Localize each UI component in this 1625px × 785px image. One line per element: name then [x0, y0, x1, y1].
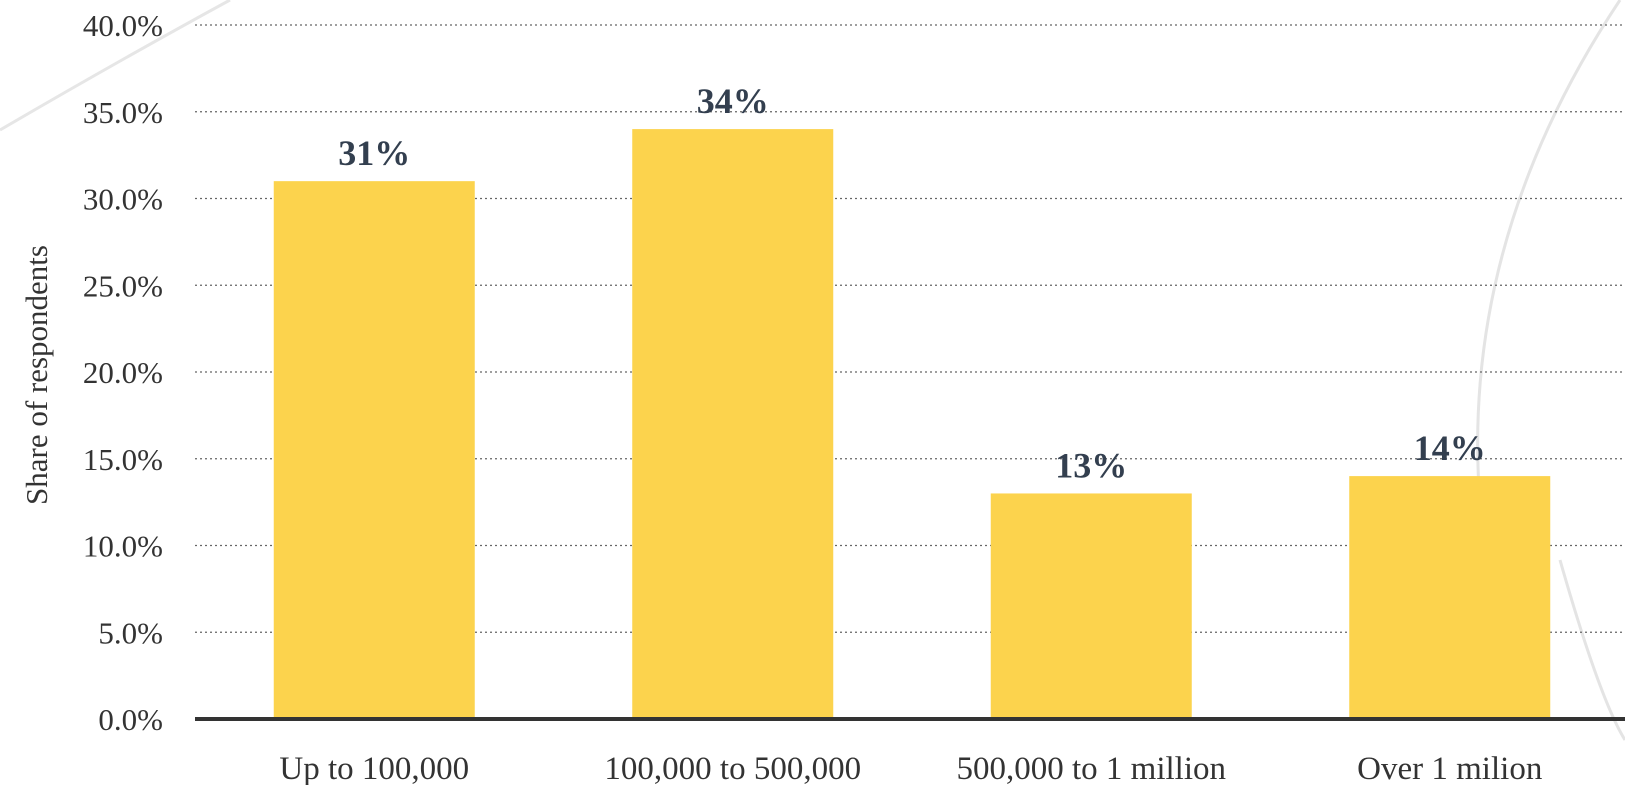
- y-tick-label: 0.0%: [98, 702, 163, 737]
- y-axis-ticks: 0.0% 5.0% 10.0% 15.0% 20.0% 25.0% 30.0% 35.0% 40…: [83, 8, 163, 737]
- y-tick-label: 35.0%: [83, 95, 163, 130]
- y-axis-label: Share of respondents: [19, 245, 54, 505]
- data-label: 14%: [1414, 428, 1486, 468]
- bar: [632, 129, 834, 720]
- bar: [273, 181, 475, 719]
- y-tick-label: 20.0%: [83, 355, 163, 390]
- y-tick-label: 30.0%: [83, 182, 163, 217]
- x-category-label: 500,000 to 1 million: [956, 751, 1226, 785]
- x-category-label: Over 1 milion: [1357, 751, 1542, 785]
- bars: [273, 129, 1551, 720]
- y-tick-label: 10.0%: [83, 529, 163, 564]
- x-category-label: Up to 100,000: [279, 751, 469, 785]
- data-labels: 31% 34% 13% 14%: [338, 81, 1486, 485]
- data-label: 31%: [338, 133, 410, 173]
- x-category-label: 100,000 to 500,000: [604, 751, 861, 785]
- y-tick-label: 40.0%: [83, 8, 163, 43]
- bar: [1349, 476, 1551, 719]
- decorative-arc-left: [0, 0, 231, 132]
- x-axis-categories: Up to 100,000 100,000 to 500,000 500,000 t…: [279, 751, 1542, 785]
- data-label: 34%: [697, 81, 769, 121]
- decorative-arc-bottom: [1558, 559, 1625, 741]
- data-label: 13%: [1055, 445, 1127, 485]
- bar: [990, 493, 1192, 719]
- y-tick-label: 15.0%: [83, 442, 163, 477]
- y-tick-label: 25.0%: [83, 268, 163, 303]
- y-tick-label: 5.0%: [98, 615, 163, 650]
